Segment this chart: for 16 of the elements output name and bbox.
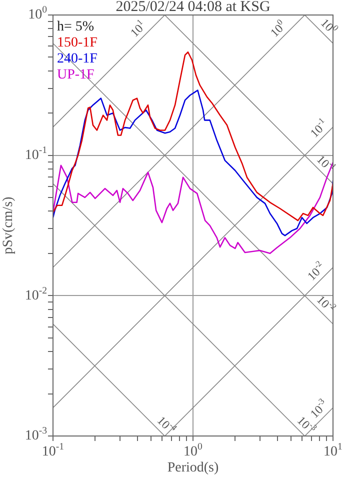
text: UP-1F (57, 68, 95, 83)
y-axis-title: pSv(cm/s) (1, 196, 16, 254)
annotation: 10-1 (314, 152, 338, 172)
annotation: 10-4 (154, 413, 180, 433)
annotation: 10-3 (307, 396, 326, 421)
annotation: 100 (318, 16, 340, 34)
annotation: h= 5% (57, 20, 94, 35)
x-axis-title: Period(s) (167, 460, 219, 476)
annotation: 10-1 (307, 116, 326, 140)
annotation: 10-2 (314, 292, 338, 312)
annotation: 10-2 (304, 259, 324, 284)
chart-title: 2025/02/24 04:08 at KSG (116, 0, 270, 15)
annotation: 101 (128, 18, 146, 40)
text: 150-1F (57, 36, 98, 51)
annotation: 100 (268, 18, 286, 40)
text: 240-1F (57, 52, 98, 67)
